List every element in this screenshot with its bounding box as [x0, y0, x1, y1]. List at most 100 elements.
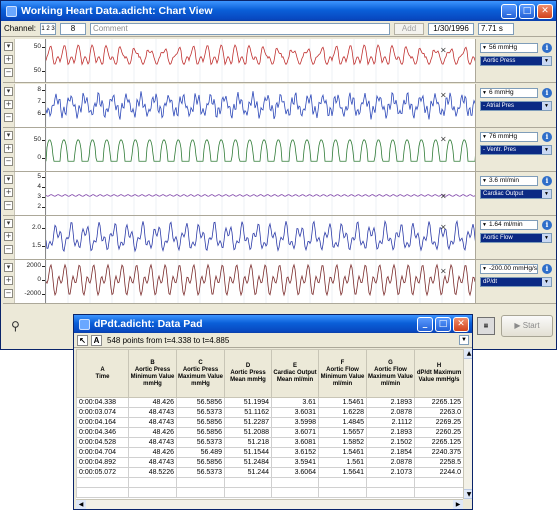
table-row[interactable]: 0:00:04.892 48.4743 56.5856 51.2484 3.5941 1.…	[76, 457, 463, 468]
table-cell[interactable]: 48.4743	[128, 457, 177, 468]
scale-down-button[interactable]: −	[4, 68, 13, 77]
channel-value-readout[interactable]: ▼ 6 mmHg	[480, 88, 538, 98]
table-row[interactable]	[76, 477, 463, 488]
table-cell[interactable]: 1.5852	[318, 437, 367, 448]
table-cell[interactable]: 2260.25	[414, 427, 463, 438]
table-cell[interactable]: 3.5941	[271, 457, 319, 468]
scale-down-button[interactable]: −	[4, 201, 13, 210]
table-cell[interactable]: 48.5226	[128, 467, 177, 478]
table-row[interactable]: 0:00:04.338 48.426 56.5856 51.1994 3.61 1.546…	[76, 397, 463, 408]
table-cell[interactable]: 56.5856	[176, 457, 225, 468]
table-cell[interactable]: 51.218	[224, 437, 272, 448]
channel-name-dropdown[interactable]: Aortic Flow ▼	[480, 233, 552, 243]
table-cell[interactable]: 48.426	[128, 397, 177, 408]
table-cell[interactable]: 3.6064	[271, 467, 319, 478]
column-header[interactable]: F Aortic Flow Minimum Value ml/min	[318, 349, 367, 398]
table-cell[interactable]: 1.5657	[318, 427, 367, 438]
table-cell[interactable]	[224, 477, 272, 488]
column-header[interactable]: E Cardiac Output Mean ml/min	[271, 349, 319, 398]
table-row[interactable]: 0:00:04.528 48.4743 56.5373 51.218 3.6081 1.5…	[76, 437, 463, 448]
maximize-button[interactable]: □	[519, 3, 535, 19]
table-cell[interactable]: 3.6031	[271, 407, 319, 418]
comment-input[interactable]: Comment	[90, 22, 391, 35]
table-cell[interactable]: 2269.25	[414, 417, 463, 428]
channel-value-readout[interactable]: ▼ -200.00 mmHg/s	[480, 264, 538, 274]
channel-name-dropdown[interactable]: Cardiac Output ▼	[480, 189, 552, 199]
record-options-icon[interactable]: ▦	[477, 317, 495, 335]
column-header[interactable]: G Aortic Flow Maximum Value ml/min	[366, 349, 415, 398]
table-cell[interactable]: 48.426	[128, 447, 177, 458]
table-cell[interactable]: 1.6228	[318, 407, 367, 418]
scale-up-button[interactable]: +	[4, 188, 13, 197]
table-cell[interactable]	[414, 477, 463, 488]
scale-down-button[interactable]: −	[4, 157, 13, 166]
data-pad-close-button[interactable]: ✕	[453, 316, 469, 332]
scale-up-button[interactable]: +	[4, 144, 13, 153]
table-cell[interactable]: 51.1544	[224, 447, 272, 458]
chart-view-titlebar[interactable]: Working Heart Data.adicht: Chart View _ …	[1, 1, 556, 21]
table-cell[interactable]: 2.0878	[366, 407, 415, 418]
table-cell[interactable]: 0:00:04.528	[76, 437, 129, 448]
channel-info-icon[interactable]: i	[542, 88, 552, 98]
comment-number-field[interactable]: 8	[60, 22, 87, 35]
table-cell[interactable]	[176, 477, 225, 488]
table-cell[interactable]: 0:00:04.164	[76, 417, 129, 428]
table-cell[interactable]: 0:00:05.072	[76, 467, 129, 478]
table-cell[interactable]: 3.5998	[271, 417, 319, 428]
text-tool-icon[interactable]: A	[91, 334, 102, 346]
channel-menu-button[interactable]: ▾	[4, 263, 13, 272]
table-row[interactable]: 0:00:04.704 48.426 56.489 51.1544 3.6152 1.54…	[76, 447, 463, 458]
scroll-left-arrow-icon[interactable]: ◀	[76, 500, 86, 509]
column-header[interactable]: B Aortic Press Minimum Value mmHg	[128, 349, 177, 398]
scale-down-button[interactable]: −	[4, 113, 13, 122]
table-row[interactable]	[76, 487, 463, 498]
table-row[interactable]: 0:00:05.072 48.5226 56.5373 51.244 3.6064 1.5…	[76, 467, 463, 478]
table-cell[interactable]: 3.6081	[271, 437, 319, 448]
table-cell[interactable]: 0:00:04.338	[76, 397, 129, 408]
table-cell[interactable]: 2263.0	[414, 407, 463, 418]
table-cell[interactable]: 56.5856	[176, 427, 225, 438]
channel-name-dropdown[interactable]: - Ventr. Pres ▼	[480, 145, 552, 155]
table-cell[interactable]	[76, 477, 129, 488]
scale-up-button[interactable]: +	[4, 55, 13, 64]
channel-menu-button[interactable]: ▾	[4, 42, 13, 51]
table-cell[interactable]: 51.1162	[224, 407, 272, 418]
table-cell[interactable]: 56.5373	[176, 437, 225, 448]
table-cell[interactable]: 2.1854	[366, 447, 415, 458]
table-cell[interactable]	[128, 477, 177, 488]
table-cell[interactable]: 51.2287	[224, 417, 272, 428]
table-cell[interactable]: 2.0878	[366, 457, 415, 468]
table-cell[interactable]	[271, 477, 319, 488]
table-cell[interactable]	[318, 487, 367, 498]
scale-up-button[interactable]: +	[4, 100, 13, 109]
table-cell[interactable]: 3.61	[271, 397, 319, 408]
table-cell[interactable]: 1.5461	[318, 397, 367, 408]
table-cell[interactable]: 48.4743	[128, 417, 177, 428]
table-cell[interactable]: 3.6071	[271, 427, 319, 438]
channel-info-icon[interactable]: i	[542, 220, 552, 230]
table-cell[interactable]: 56.5856	[176, 397, 225, 408]
table-cell[interactable]: 0:00:03.074	[76, 407, 129, 418]
horizontal-scrollbar[interactable]: ◀ ▶	[76, 499, 463, 509]
table-cell[interactable]: 56.5373	[176, 467, 225, 478]
table-cell[interactable]: 2265.125	[414, 437, 463, 448]
channel-trace-plot[interactable]: ×	[46, 172, 475, 215]
table-cell[interactable]	[414, 487, 463, 498]
add-comment-button[interactable]: Add	[394, 22, 425, 35]
data-pad-titlebar[interactable]: dPdt.adicht: Data Pad _ □ ✕	[74, 315, 472, 333]
scale-down-button[interactable]: −	[4, 245, 13, 254]
channel-trace-plot[interactable]: ×	[46, 84, 475, 127]
channel-menu-button[interactable]: ▾	[4, 131, 13, 140]
start-button[interactable]: ▶ Start	[501, 315, 553, 337]
channel-spinner[interactable]: 1 2 3	[40, 22, 57, 35]
table-cell[interactable]: 1.561	[318, 457, 367, 468]
data-pad-minimize-button[interactable]: _	[417, 316, 433, 332]
pointer-tool-icon[interactable]: ↖	[77, 334, 88, 346]
table-cell[interactable]: 2240.375	[414, 447, 463, 458]
table-cell[interactable]	[271, 487, 319, 498]
channel-value-readout[interactable]: ▼ 1.64 ml/min	[480, 220, 538, 230]
table-row[interactable]: 0:00:04.164 48.4743 56.5856 51.2287 3.5998 1.…	[76, 417, 463, 428]
scale-up-button[interactable]: +	[4, 232, 13, 241]
data-pad-maximize-button[interactable]: □	[435, 316, 451, 332]
